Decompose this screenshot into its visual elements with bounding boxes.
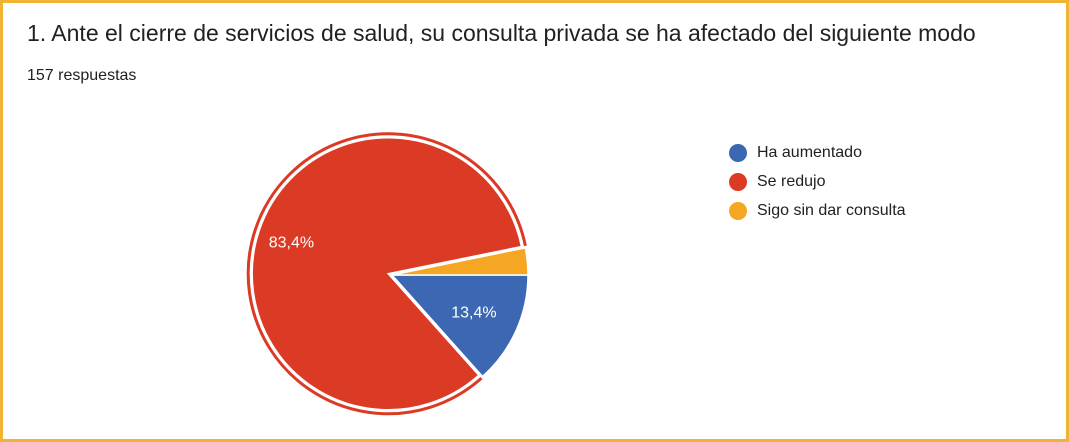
pie-slice-shape[interactable]: [251, 137, 523, 411]
response-count: 157 respuestas: [27, 67, 137, 84]
legend-item-se-redujo[interactable]: Se redujo: [729, 167, 906, 196]
legend-label: Ha aumentado: [757, 143, 862, 161]
pie-chart: 13,4% 83,4%: [246, 132, 529, 416]
pie-slice-shape[interactable]: [391, 246, 529, 276]
legend-swatch: [729, 172, 747, 191]
pie-slice-shape[interactable]: [390, 274, 529, 378]
legend-swatch: [729, 201, 747, 220]
legend-item-ha-aumentado[interactable]: Ha aumentado: [729, 138, 906, 167]
pie-slice-sigo-sin-dar-consulta[interactable]: [391, 246, 529, 276]
legend-swatch: [729, 143, 747, 162]
legend-label: Sigo sin dar consulta: [757, 201, 906, 219]
question-title: 1. Ante el cierre de servicios de salud,…: [27, 20, 976, 46]
pie-slice-highlight-ring: [246, 132, 527, 416]
pie-slice-value-label: 83,4%: [269, 235, 314, 252]
legend-label: Se redujo: [757, 172, 826, 190]
legend-item-sigo-sin-dar-consulta[interactable]: Sigo sin dar consulta: [729, 196, 906, 225]
pie-slice-ha-aumentado[interactable]: 13,4%: [390, 274, 529, 378]
pie-slice-se-redujo[interactable]: 83,4%: [246, 132, 527, 416]
pie-slice-value-label: 13,4%: [451, 305, 496, 322]
legend: Ha aumentado Se redujo Sigo sin dar cons…: [729, 138, 906, 225]
